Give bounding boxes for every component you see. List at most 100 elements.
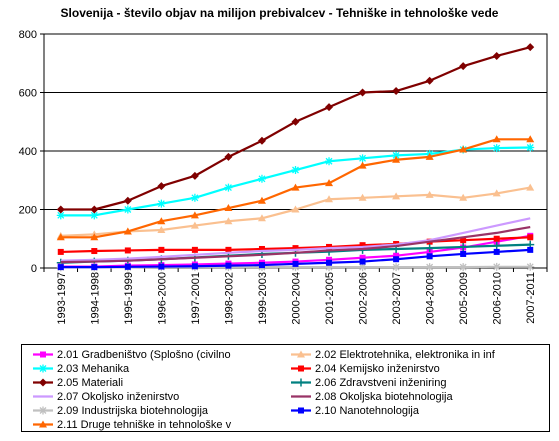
legend-label: 2.03 Mehanika [57,362,130,375]
legend-label: 2.10 Nanotehnologija [315,404,419,417]
data-point [493,248,500,255]
data-point [425,76,434,85]
data-point [492,189,501,197]
data-point [298,407,304,414]
legend-label: 2.09 Industrijska biotehnologija [57,404,209,417]
legend-label: 2.01 Gradbeništvo (Splošno (civilno [57,348,231,361]
data-point [157,225,166,233]
data-point [258,245,265,252]
legend-item: 2.09 Industrijska biotehnologija [32,404,284,417]
x-tick-label: 1997-2001 [190,272,202,325]
data-point [224,152,233,161]
data-point [526,143,535,152]
data-point [291,117,300,126]
x-tick-label: 2004-2008 [425,272,437,325]
legend-label: 2.05 Materiali [57,376,124,389]
legend-swatch [33,378,53,387]
x-tick-label: 1994-1998 [89,272,101,325]
data-point [190,211,199,219]
legend-swatch [33,351,53,358]
series-7 [60,217,531,262]
data-point [257,136,266,145]
y-tick-label: 400 [19,146,37,158]
data-point [291,166,300,175]
legend-item: 2.08 Okoljska biotehnologija [290,390,545,403]
data-point [292,260,299,267]
data-point [425,244,434,253]
data-point [157,217,166,225]
data-point [158,263,165,270]
data-point [56,233,65,241]
data-point [291,183,300,191]
data-point [225,246,232,253]
data-point [90,205,99,214]
plot-area: 0 200 400 600 800 1993-1997 1994-1998 1995-199… [19,29,548,325]
data-point [492,135,501,143]
x-tick-label: 1993-1997 [56,272,68,325]
data-point [224,217,233,225]
data-point [359,242,366,249]
data-point [325,157,334,166]
series-11 [56,135,535,241]
legend-label: 2.06 Zdravstveni inženiring [315,376,447,389]
series-10 [57,246,534,271]
y-tick-label: 600 [19,88,37,100]
y-tick-label: 800 [19,29,37,41]
data-point [392,87,401,96]
data-point [492,51,501,60]
data-point [291,263,300,272]
data-point [123,196,132,205]
legend-label: 2.11 Druge tehniške in tehnološke v [57,418,232,431]
data-point [157,182,166,191]
data-point [326,259,333,266]
series-line [60,225,531,264]
data-point [492,144,501,153]
data-point [393,256,400,263]
data-point [57,264,64,271]
data-point [460,250,467,257]
data-point [57,248,64,255]
data-point [39,420,47,428]
data-point [359,254,366,261]
data-point [358,154,367,163]
legend-label: 2.04 Kemijsko inženirstvo [315,362,440,375]
x-tick-label: 2006-2010 [492,272,504,325]
data-point [258,262,265,269]
data-point [526,183,535,191]
data-point [124,263,131,270]
x-tick-label: 1999-2003 [257,272,269,325]
data-point [426,253,433,260]
data-point [326,243,333,250]
data-point [460,237,467,244]
x-tick-label: 2005-2009 [458,272,470,325]
data-point [190,171,199,180]
legend-swatch [291,407,311,414]
data-point [325,263,334,272]
legend-swatch [33,420,53,428]
legend-item: 2.03 Mehanika [32,362,284,375]
data-point [325,103,334,112]
x-tick-label: 2007-2011 [525,272,537,324]
legend-item: 2.02 Elektrotehnika, elektronika in inf [290,348,545,361]
data-point [358,193,367,201]
data-point [425,263,434,272]
y-tick-label: 0 [31,263,37,275]
y-axis-ticks: 0 200 400 600 800 [19,29,44,275]
data-point [56,205,65,214]
data-point [257,196,266,204]
data-point [459,193,468,201]
data-point [425,190,434,198]
data-point [325,195,334,203]
data-point [124,247,131,254]
data-point [492,241,501,250]
x-tick-label: 2002-2006 [358,272,370,325]
legend-item: 2.07 Okoljsko inženirstvo [32,390,284,403]
data-point [157,199,166,208]
data-point [459,62,468,71]
data-point [90,211,99,220]
legend-swatch [33,364,53,373]
legend-item: 2.01 Gradbeništvo (Splošno (civilno [32,348,284,361]
data-point [393,252,400,259]
data-point [358,161,367,169]
series-8 [60,225,531,264]
